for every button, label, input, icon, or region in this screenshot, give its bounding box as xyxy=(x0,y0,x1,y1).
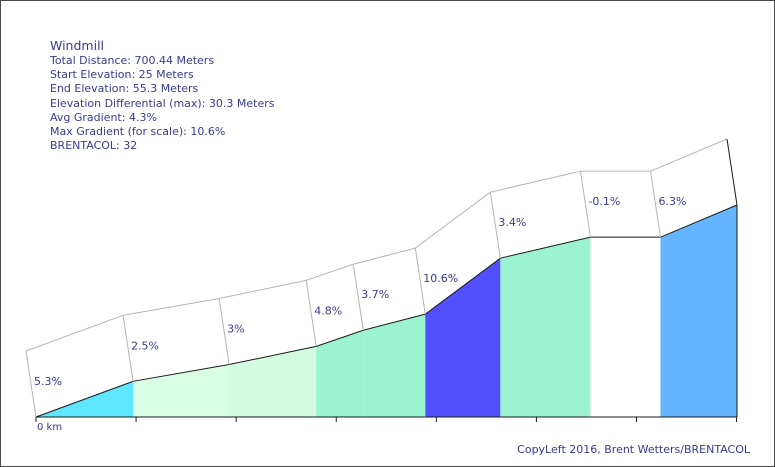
box-top-6 xyxy=(415,191,491,249)
end-elevation: End Elevation: 55.3 Meters xyxy=(50,82,199,96)
box-edge-left-8 xyxy=(579,171,591,238)
total-distance: Total Distance: 700.44 Meters xyxy=(50,54,215,67)
gradient-label-5: 3.7% xyxy=(361,288,389,301)
climb-title: Windmill xyxy=(50,38,105,53)
profile-segment-4 xyxy=(316,330,364,417)
box-top-1 xyxy=(25,314,124,352)
box-edge-left-4 xyxy=(305,280,317,347)
copyright: CopyLeft 2016, Brent Wetters/BRENTACOL xyxy=(517,443,750,456)
box-top-2 xyxy=(122,298,220,316)
profile-segment-5 xyxy=(363,314,426,417)
box-edge-left-6 xyxy=(414,248,426,315)
profile-segment-7 xyxy=(500,237,591,417)
box-top-4 xyxy=(306,263,354,281)
gradient-label-4: 4.8% xyxy=(314,304,342,317)
start-elevation: Start Elevation: 25 Meters xyxy=(50,68,194,82)
box-edge-right-9 xyxy=(726,138,738,206)
box-edge-left-2 xyxy=(122,315,134,382)
gradient-label-7: 3.4% xyxy=(498,216,526,229)
gradient-label-6: 10.6% xyxy=(423,272,458,285)
box-top-9 xyxy=(650,138,728,172)
gradient-label-3: 3% xyxy=(227,323,244,336)
profile-segment-9 xyxy=(660,205,737,417)
max-gradient: Max Gradient (for scale): 10.6% xyxy=(50,125,226,139)
gradient-label-2: 2.5% xyxy=(131,339,159,352)
brentacol-score: BRENTACOL: 32 xyxy=(50,139,138,153)
profile-segment-6 xyxy=(425,258,501,417)
box-edge-left-1 xyxy=(25,350,37,418)
gradient-label-1: 5.3% xyxy=(34,375,62,388)
profile-segment-3 xyxy=(229,346,317,417)
x-tick-label-first: 0 km xyxy=(37,422,62,433)
avg-gradient: Avg Gradient: 4.3% xyxy=(50,110,157,124)
profile-outline xyxy=(35,204,738,418)
climb-info: Windmill Total Distance: 700.44 Meters S… xyxy=(50,38,274,153)
box-top-3 xyxy=(219,279,307,300)
box-edge-left-3 xyxy=(218,298,230,365)
box-edge-left-7 xyxy=(489,192,501,259)
elevation-differential: Elevation Differential (max): 30.3 Meter… xyxy=(50,96,275,110)
box-top-7 xyxy=(490,170,581,193)
box-edge-left-5 xyxy=(352,264,364,331)
profile-segment-2 xyxy=(133,364,230,417)
gradient-label-8: -0.1% xyxy=(588,195,620,208)
gradient-label-9: 6.3% xyxy=(658,195,686,208)
box-edge-left-9 xyxy=(650,171,661,238)
profile-segment-8 xyxy=(590,237,661,417)
box-top-5 xyxy=(353,247,416,265)
